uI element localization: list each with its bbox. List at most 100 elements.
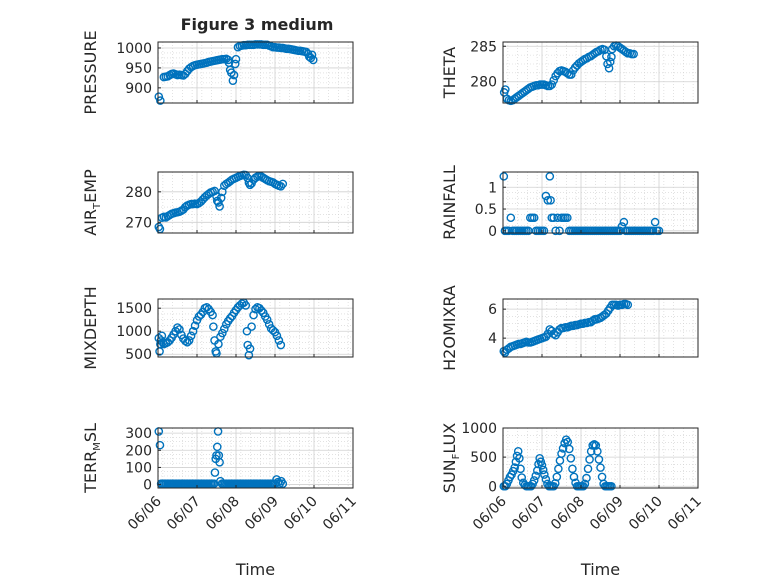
data-point — [552, 472, 562, 482]
data-point — [506, 213, 516, 223]
x-axis-label: Time — [580, 560, 620, 579]
data-point — [156, 96, 165, 105]
y-tick-label: 500 — [470, 450, 497, 466]
data-point — [173, 323, 182, 332]
data-point — [510, 463, 520, 472]
data-point — [540, 470, 549, 479]
data-point — [529, 213, 539, 223]
data-point — [247, 322, 256, 331]
data-point — [214, 198, 223, 207]
data-point — [154, 427, 164, 436]
data-point — [545, 172, 555, 181]
axes-box — [157, 41, 354, 104]
axes-box — [502, 298, 699, 358]
data-point — [549, 76, 559, 85]
x-tick-label: 06/09 — [242, 494, 282, 534]
y-axis-label: H2OMIXRA — [440, 285, 459, 371]
data-point — [563, 213, 572, 223]
data-point — [607, 481, 616, 491]
data-point — [276, 182, 286, 191]
y-tick-label: 1 — [488, 180, 497, 196]
axes-box — [502, 171, 699, 234]
data-point — [251, 304, 260, 314]
data-point — [229, 70, 239, 80]
data-point — [555, 456, 565, 465]
y-axis-label-rest: EMP — [81, 169, 100, 203]
y-axis-label: THETA — [440, 47, 459, 99]
data-point — [546, 196, 555, 205]
y-tick-label: 0 — [488, 224, 497, 240]
y-axis-label: PRESSURE — [81, 30, 100, 114]
data-point — [566, 70, 576, 79]
y-axis-label-main: AIR — [81, 209, 100, 236]
x-axis-label: Time — [235, 560, 275, 579]
data-point — [565, 444, 574, 454]
y-axis-label-main: H2OMIXRA — [440, 285, 459, 371]
y-tick-label: 270 — [125, 215, 152, 231]
data-point — [218, 328, 227, 338]
x-tick-label: 06/06 — [125, 493, 165, 533]
data-point — [219, 324, 229, 334]
data-point — [308, 55, 318, 65]
data-point — [648, 226, 658, 236]
data-point — [188, 326, 198, 336]
data-point — [654, 226, 664, 236]
y-axis-label-subscript: M — [92, 442, 103, 451]
y-tick-label: 1000 — [116, 41, 152, 57]
y-tick-label: 500 — [125, 347, 152, 363]
y-axis-label: AIRTEMP — [81, 169, 103, 236]
y-axis-label-main: PRESSURE — [81, 30, 100, 114]
y-tick-label: 950 — [125, 61, 152, 77]
data-point — [245, 344, 255, 354]
data-point — [274, 336, 284, 345]
figure-title: Figure 3 medium — [181, 15, 334, 34]
data-point — [619, 217, 629, 227]
subplot-2: 280 285 THETA — [440, 39, 699, 106]
data-point — [582, 473, 591, 483]
subplot-4: 0 0.5 1 RAINFALL — [440, 165, 699, 240]
data-point — [213, 427, 223, 436]
data-point — [537, 460, 547, 470]
data-point — [268, 326, 278, 335]
y-axis-label: RAINFALL — [440, 165, 459, 240]
data-point — [512, 451, 522, 461]
data-point — [586, 447, 596, 456]
x-tick-label: 06/06 — [470, 493, 510, 533]
y-tick-label: 1500 — [116, 301, 152, 317]
y-axis-label-main: THETA — [440, 47, 459, 99]
data-point — [231, 54, 241, 64]
axes-box — [502, 427, 699, 489]
data-point — [594, 455, 604, 464]
data-point — [175, 325, 184, 334]
data-point — [227, 68, 236, 77]
data-point — [597, 472, 607, 482]
x-tick-label: 06/11 — [665, 494, 705, 534]
data-point — [154, 92, 164, 101]
data-point — [190, 321, 200, 330]
y-axis-label: TERRMSL — [81, 423, 103, 494]
subplot-3: 270 280 AIRTEMP — [81, 169, 354, 236]
data-point — [549, 329, 559, 339]
data-point — [591, 441, 601, 450]
y-tick-label: 285 — [470, 39, 497, 55]
y-axis-label-rest: LUX — [440, 423, 459, 454]
data-point — [547, 80, 557, 89]
y-axis-label-main: TERR — [81, 451, 100, 494]
data-point — [184, 336, 194, 345]
axes-box — [157, 298, 354, 358]
y-tick-label: 100 — [125, 460, 152, 476]
y-axis-label-subscript: T — [92, 202, 103, 210]
x-tick-label: 06/07 — [164, 494, 204, 534]
y-tick-label: 4 — [488, 331, 497, 347]
axes-box — [157, 171, 354, 234]
y-tick-label: 280 — [470, 75, 497, 91]
data-point — [588, 441, 598, 450]
data-point — [593, 447, 602, 456]
data-point — [230, 59, 240, 69]
data-point — [555, 226, 564, 236]
data-point — [650, 217, 660, 227]
data-point — [215, 202, 224, 211]
data-point — [558, 444, 568, 453]
